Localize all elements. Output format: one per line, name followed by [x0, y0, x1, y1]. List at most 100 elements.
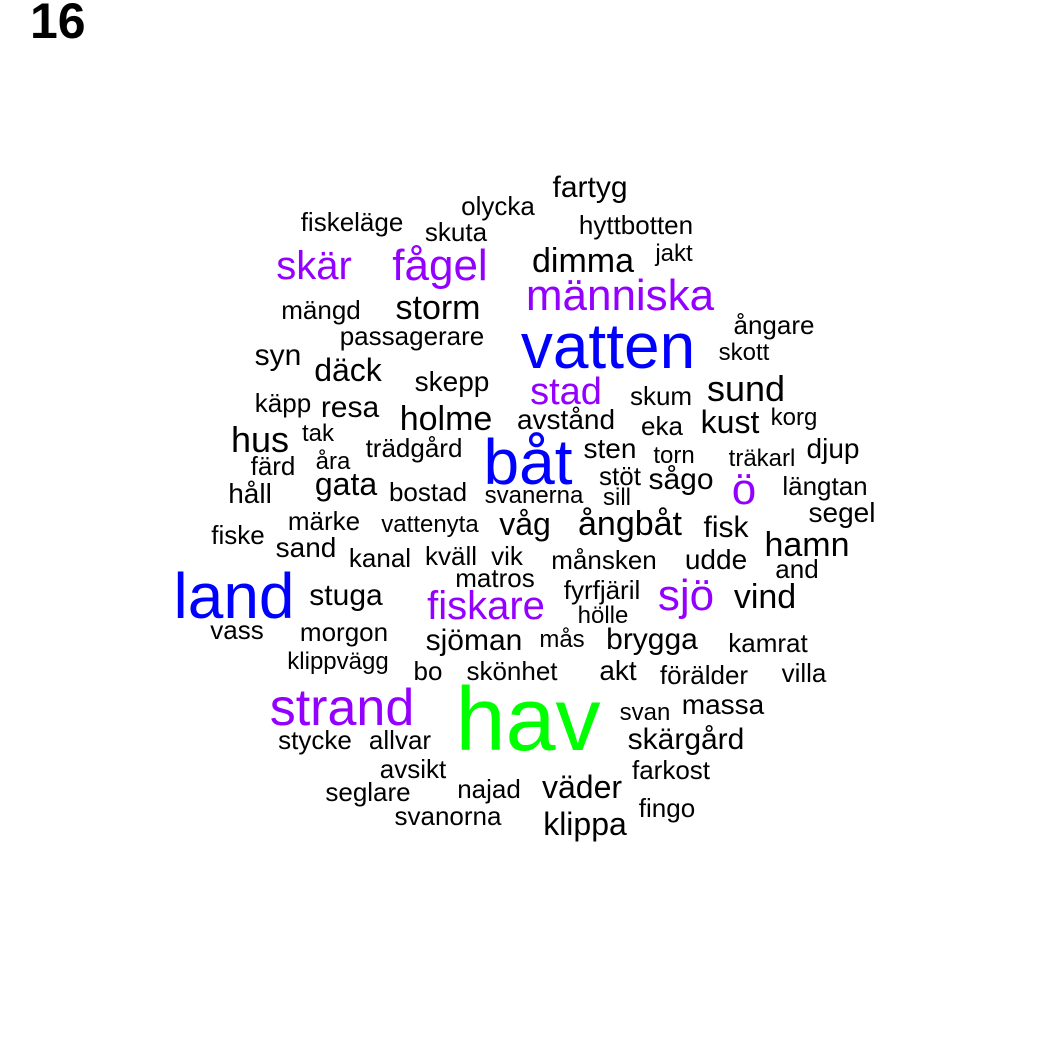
- word-udde: udde: [684, 544, 748, 575]
- word-vass: vass: [210, 615, 264, 645]
- word-mangd: mängd: [281, 295, 361, 325]
- word-sund: sund: [706, 368, 786, 409]
- word-avstand: avstånd: [516, 404, 616, 435]
- word-kvall: kväll: [424, 541, 478, 571]
- word-sand: sand: [275, 532, 337, 563]
- word-gata: gata: [314, 466, 378, 502]
- word-sago: sågo: [648, 463, 714, 496]
- word-stycke: stycke: [278, 725, 352, 755]
- word-allvar: allvar: [368, 725, 432, 755]
- word-svan: svan: [619, 699, 671, 726]
- word-o: ö: [731, 465, 757, 514]
- word-fisk: fisk: [703, 511, 749, 544]
- word-kamrat: kamrat: [728, 628, 808, 658]
- word-jakt: jakt: [655, 240, 693, 267]
- word-fiskelage: fiskeläge: [300, 207, 404, 237]
- word-sjoman: sjöman: [425, 624, 523, 657]
- word-dimma: dimma: [531, 242, 635, 280]
- word-manniska: människa: [525, 271, 715, 320]
- word-bo: bo: [413, 656, 443, 686]
- word-tak: tak: [301, 420, 335, 447]
- word-farkost: farkost: [631, 755, 711, 785]
- word-angbat: ångbåt: [578, 505, 682, 543]
- word-land: land: [173, 560, 295, 632]
- word-svanorna: svanorna: [394, 801, 502, 831]
- word-kanal: kanal: [348, 543, 412, 573]
- word-vag: våg: [499, 506, 551, 542]
- word-eka: eka: [641, 411, 683, 441]
- word-passagerare: passagerare: [339, 321, 485, 351]
- word-klippa: klippa: [543, 806, 627, 842]
- word-kust: kust: [700, 404, 760, 440]
- word-massa: massa: [681, 689, 765, 720]
- word-svanerna: svanerna: [484, 482, 584, 509]
- word-brygga: brygga: [606, 623, 698, 656]
- word-skepp: skepp: [414, 366, 490, 397]
- word-holle: hölle: [577, 602, 629, 629]
- word-fagel: fågel: [392, 241, 488, 290]
- word-sill: sill: [603, 484, 631, 511]
- word-vatten: vatten: [520, 310, 696, 382]
- word-resa: resa: [320, 391, 380, 424]
- word-vattenyta: vattenyta: [381, 511, 479, 538]
- word-holme: holme: [399, 400, 493, 438]
- word-skuta: skuta: [424, 217, 488, 247]
- word-najad: najad: [457, 774, 521, 804]
- panel-label: 16: [30, 0, 86, 49]
- word-kapp: käpp: [254, 388, 312, 418]
- word-syn: syn: [254, 339, 302, 372]
- word-dack: däck: [314, 352, 382, 388]
- word-mas: mås: [539, 626, 585, 653]
- word-storm: storm: [395, 289, 481, 327]
- word-villa: villa: [781, 658, 827, 688]
- word-stot: stöt: [599, 461, 641, 491]
- word-angare: ångare: [733, 310, 815, 340]
- word-stuga: stuga: [309, 579, 383, 612]
- word-hamn: hamn: [764, 526, 850, 564]
- word-fiskare: fiskare: [427, 584, 545, 628]
- word-vader: väder: [541, 769, 623, 805]
- word-bat: båt: [483, 426, 573, 498]
- word-avsikt: avsikt: [379, 754, 447, 784]
- word-fyrfjaril: fyrfjäril: [563, 575, 641, 605]
- word-fartyg: fartyg: [552, 171, 628, 204]
- word-skargard: skärgård: [627, 723, 745, 756]
- word-sten: sten: [583, 433, 637, 464]
- word-bostad: bostad: [388, 477, 468, 507]
- word-stad: stad: [530, 371, 602, 413]
- word-skar: skär: [276, 244, 352, 288]
- word-seglare: seglare: [325, 777, 411, 807]
- word-tradgard: trädgård: [365, 433, 463, 463]
- word-fard: färd: [250, 451, 296, 481]
- word-trakarl: träkarl: [728, 445, 796, 472]
- word-torn: torn: [653, 442, 695, 469]
- word-strand: strand: [269, 679, 415, 737]
- word-hus: hus: [230, 419, 290, 460]
- word-akt: akt: [599, 655, 637, 686]
- word-fiske: fiske: [211, 520, 265, 550]
- word-olycka: olycka: [461, 191, 535, 221]
- word-and: and: [775, 554, 819, 584]
- word-skonhet: skönhet: [466, 656, 558, 686]
- word-hall: håll: [228, 478, 272, 509]
- word-vind: vind: [733, 578, 797, 616]
- word-segel: segel: [808, 497, 876, 528]
- word-mansken: månsken: [551, 545, 657, 575]
- word-korg: korg: [770, 404, 818, 431]
- word-hav: hav: [455, 670, 601, 770]
- word-klippvagg: klippvägg: [287, 648, 389, 675]
- word-morgon: morgon: [299, 617, 389, 647]
- word-skott: skott: [718, 339, 770, 366]
- word-skum: skum: [629, 381, 693, 411]
- word-hyttbotten: hyttbotten: [578, 210, 694, 240]
- word-langtan: längtan: [782, 471, 868, 501]
- word-ara: åra: [315, 448, 351, 475]
- word-foralder: förälder: [659, 660, 749, 690]
- word-djup: djup: [806, 433, 860, 464]
- word-fingo: fingo: [638, 793, 696, 823]
- word-sjo: sjö: [657, 571, 715, 620]
- word-vik: vik: [491, 541, 523, 571]
- word-matros: matros: [455, 563, 535, 593]
- word-marke: märke: [287, 506, 361, 536]
